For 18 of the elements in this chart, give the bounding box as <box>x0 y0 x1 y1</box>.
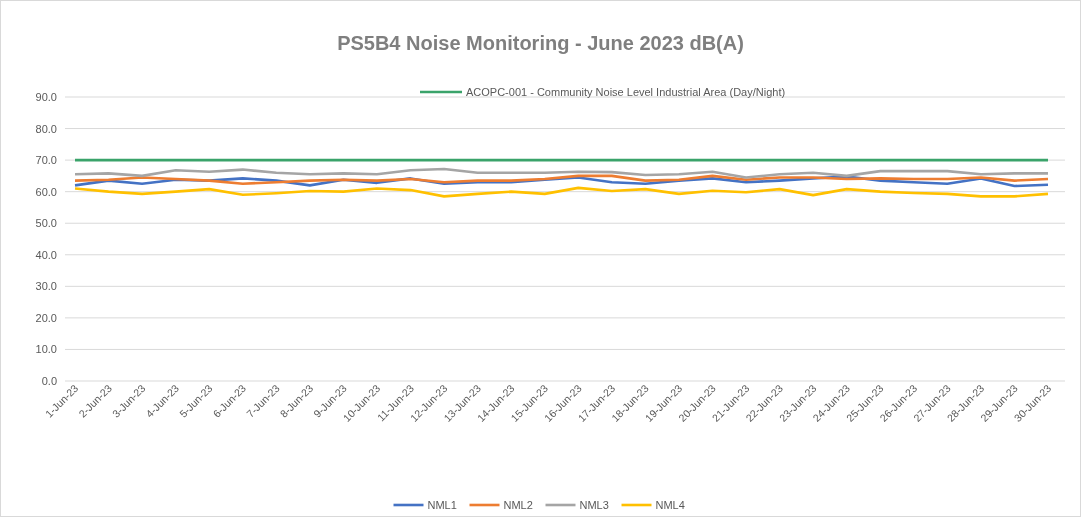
y-tick-label: 40.0 <box>35 248 57 261</box>
y-tick-label: 90.0 <box>35 91 57 103</box>
legend-label: ACOPC-001 - Community Noise Level Industrial Area (Day/Night) <box>466 86 786 98</box>
y-tick-label: 30.0 <box>35 280 57 293</box>
y-tick-label: 0.0 <box>41 375 57 387</box>
y-tick-label: 80.0 <box>35 122 57 135</box>
y-tick-label: 10.0 <box>35 343 57 356</box>
y-tick-label: 20.0 <box>35 311 57 324</box>
y-tick-label: 70.0 <box>35 154 57 167</box>
line-series <box>73 186 1050 198</box>
legend-label: NML2 <box>503 499 533 511</box>
legend-label: NML1 <box>427 499 457 511</box>
line-series <box>73 167 1050 179</box>
chart-title: PS5B4 Noise Monitoring - June 2023 dB(A) <box>337 32 744 54</box>
legend-label: NML3 <box>579 499 609 511</box>
y-tick-label: 50.0 <box>35 217 57 230</box>
legend-label: NML4 <box>655 499 685 511</box>
y-tick-label: 60.0 <box>35 185 57 198</box>
